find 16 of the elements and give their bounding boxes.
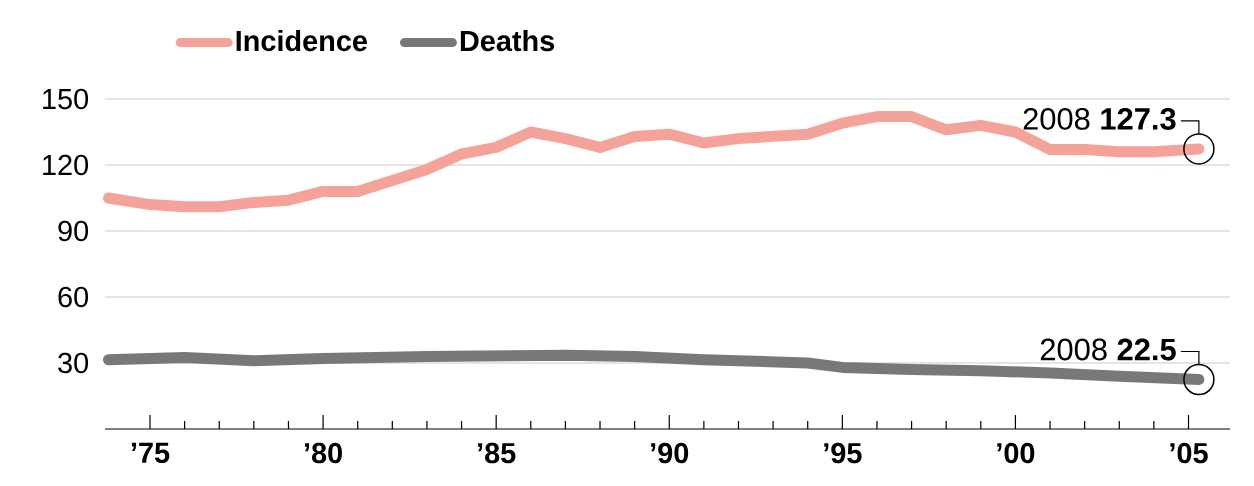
x-tick-label: ’90 bbox=[651, 442, 689, 464]
annotation: 2008 22.5 bbox=[1040, 338, 1176, 361]
y-tick-label: 30 bbox=[58, 352, 89, 374]
x-tick-label: ’05 bbox=[1170, 442, 1208, 464]
x-tick-label: ’85 bbox=[478, 442, 516, 464]
y-tick-label: 150 bbox=[43, 88, 89, 110]
x-tick-label: ’00 bbox=[997, 442, 1035, 464]
y-tick-label: 120 bbox=[43, 154, 89, 176]
y-tick-label: 60 bbox=[58, 286, 89, 308]
annotation: 2008 127.3 bbox=[1023, 107, 1176, 130]
legend-label: Deaths bbox=[460, 29, 555, 52]
y-tick-label: 90 bbox=[58, 220, 89, 242]
x-tick-label: ’95 bbox=[824, 442, 862, 464]
x-tick-label: ’80 bbox=[304, 442, 342, 464]
legend-label: Incidence bbox=[236, 29, 367, 52]
x-tick-label: ’75 bbox=[131, 442, 170, 463]
